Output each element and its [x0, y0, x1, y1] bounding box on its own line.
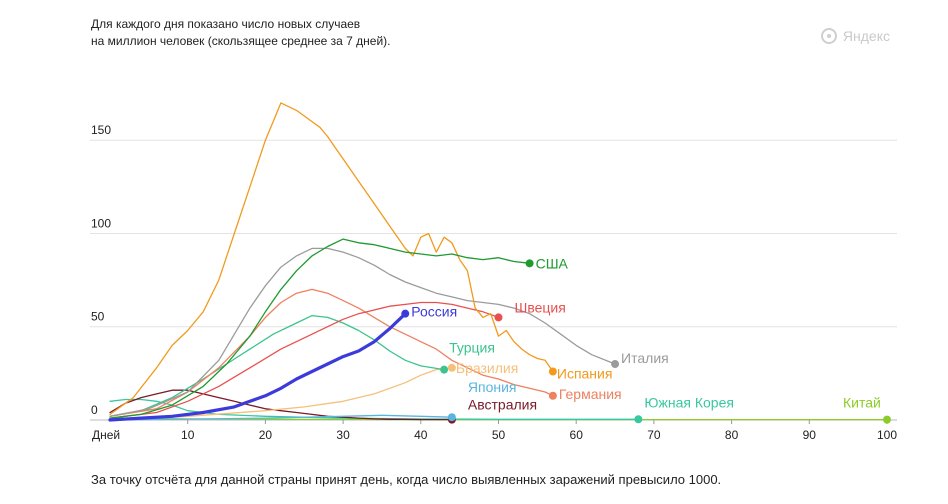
series-label-австралия: Австралия [468, 397, 537, 413]
subtitle-line-1: Для каждого дня показано число новых слу… [91, 17, 361, 31]
series-label-германия: Германия [559, 386, 622, 402]
chart-subtitle: Для каждого дня показано число новых слу… [91, 16, 511, 50]
series-label-китай: Китай [843, 395, 881, 411]
x-tick-label: 90 [803, 428, 817, 442]
series-marker-испания [548, 367, 557, 376]
y-tick-label: 150 [91, 123, 111, 137]
series-line-турция [109, 314, 445, 417]
y-tick-label: 0 [91, 403, 98, 417]
x-tick-label: 30 [336, 428, 350, 442]
subtitle-line-2: на миллион человек (скользящее среднее з… [91, 34, 391, 48]
brand-label: Яндекс [842, 28, 890, 44]
x-tick-label: 100 [877, 428, 897, 442]
x-axis-ticks: Дней 10 20 30 40 50 60 70 80 90 100 [92, 420, 897, 442]
yandex-logo: Яндекс [820, 28, 890, 44]
series-label-япония: Япония [468, 379, 517, 395]
series-line-россия [108, 312, 407, 422]
series-labels: США Швеция Россия Турция Бразилия Испания Итал… [411, 255, 881, 412]
x-tick-label: 20 [259, 428, 273, 442]
series-end-markers [401, 259, 891, 424]
series-marker-бразилия [447, 363, 456, 372]
x-tick-label: 40 [414, 428, 428, 442]
x-tick-label: 10 [181, 428, 195, 442]
series-label-россия: Россия [411, 304, 457, 320]
series-line-испания [109, 102, 554, 416]
x-tick-label: 50 [492, 428, 506, 442]
series-marker-южная-корея [634, 415, 643, 424]
series-label-южная-корея: Южная Корея [644, 394, 734, 410]
series-line-италия [109, 247, 616, 417]
series-label-турция: Турция [449, 340, 495, 356]
grid-lines [90, 139, 897, 421]
series-line-япония [109, 414, 453, 421]
series-line-сша [109, 238, 531, 419]
series-marker-япония [447, 413, 456, 422]
y-tick-label: 50 [91, 310, 105, 324]
y-axis-ticks: 0 50 100 150 [91, 123, 111, 417]
series-marker-сша [525, 259, 534, 268]
series-line-бразилия [109, 367, 453, 421]
y-tick-label: 100 [91, 216, 111, 230]
series-marker-россия [401, 309, 410, 318]
series-label-сша: США [536, 255, 569, 271]
x-tick-label: 60 [570, 428, 584, 442]
series-marker-китай [883, 415, 891, 424]
series-line-австралия [109, 389, 453, 421]
series-label-швеция: Швеция [515, 299, 566, 315]
footnote: За точку отсчёта для данной страны приня… [91, 472, 722, 487]
series-marker-германия [548, 391, 557, 400]
series-marker-швеция [494, 313, 503, 322]
x-axis-label: Дней [92, 428, 120, 442]
series-label-испания: Испания [557, 366, 613, 382]
series-label-бразилия: Бразилия [456, 360, 518, 376]
x-tick-label: 80 [725, 428, 739, 442]
x-tick-label: 70 [647, 428, 661, 442]
series-marker-турция [440, 365, 449, 374]
series-marker-италия [611, 360, 620, 369]
series-lines [108, 102, 888, 422]
series-line-швеция [109, 301, 500, 419]
series-label-италия: Италия [621, 350, 669, 366]
yandex-logo-icon [820, 28, 837, 44]
